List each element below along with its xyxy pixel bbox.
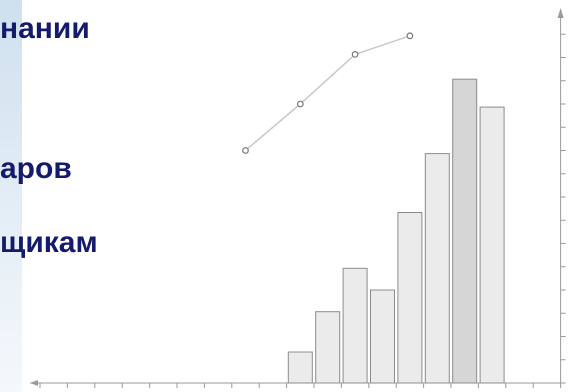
slide-text-line-3: щикам	[0, 226, 98, 259]
bar	[397, 212, 423, 384]
line-point	[242, 147, 249, 154]
bar	[452, 78, 478, 384]
bar	[342, 267, 368, 384]
bar	[479, 106, 505, 384]
slide-text-line-2: аров	[0, 152, 72, 185]
line-series	[245, 35, 411, 152]
y-axis-arrow	[557, 8, 564, 18]
bar	[424, 153, 450, 384]
bar	[315, 311, 341, 384]
line-point	[296, 100, 304, 108]
slide-text-line-1: нании	[0, 12, 90, 45]
bar	[287, 351, 313, 384]
line-point	[351, 51, 359, 58]
x-axis-arrow	[30, 380, 38, 386]
line-point	[406, 32, 414, 40]
bar	[370, 289, 395, 384]
